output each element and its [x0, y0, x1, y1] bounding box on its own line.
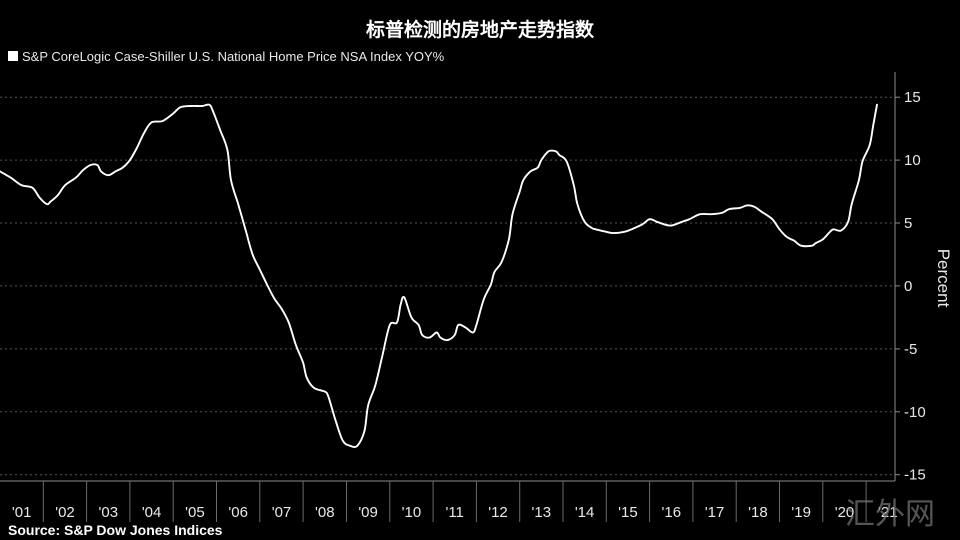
x-tick-label: '03 [99, 504, 119, 521]
legend-label: S&P CoreLogic Case-Shiller U.S. National… [22, 49, 445, 64]
x-tick-label: '09 [358, 504, 378, 521]
y-tick-label: 10 [904, 152, 921, 169]
x-tick-label: '12 [488, 504, 508, 521]
x-tick-label: '11 [445, 504, 463, 521]
x-tick-label: '19 [791, 504, 811, 521]
legend-swatch [8, 51, 18, 61]
x-tick-label: '17 [705, 504, 725, 521]
y-tick-label: 15 [904, 89, 921, 106]
y-axis-label: Percent [934, 249, 953, 308]
x-tick-label: '20 [835, 504, 855, 521]
plot-area [0, 103, 878, 449]
y-tick-label: -15 [904, 467, 926, 484]
y-tick-label: 0 [904, 278, 912, 295]
y-axis: 15 10 5 0 -5 -10 -15 [894, 72, 926, 484]
watermark: 汇外网 [845, 497, 935, 532]
gridlines [0, 96, 895, 476]
legend: S&P CoreLogic Case-Shiller U.S. National… [8, 49, 445, 64]
chart-title: 标普检测的房地产走势指数 [366, 18, 595, 41]
x-tick-label: '08 [315, 504, 335, 521]
x-axis: '01 '02 '03 '04 '05 '06 '07 '08 '09 '10 '11 '12 '13 '… [0, 480, 898, 522]
x-tick-label: '04 [142, 504, 162, 521]
x-tick-label: '16 [662, 504, 682, 521]
y-tick-label: -5 [904, 341, 917, 358]
x-tick-label: '01 [12, 504, 32, 521]
source-note: Source: S&P Dow Jones Indices [8, 522, 223, 538]
x-tick-label: '05 [185, 504, 205, 521]
x-tick-label: '15 [618, 504, 638, 521]
x-tick-label: '06 [228, 504, 248, 521]
x-tick-label: '07 [272, 504, 292, 521]
y-tick-label: 5 [904, 215, 912, 232]
x-tick-label: '10 [402, 504, 422, 521]
series-line-0 [0, 103, 878, 449]
y-tick-label: -10 [904, 404, 926, 421]
x-tick-label: '18 [748, 504, 768, 521]
x-tick-label: '14 [575, 504, 595, 521]
x-tick-label: '13 [532, 504, 552, 521]
x-tick-label: '21 [878, 504, 898, 521]
x-tick-label: '02 [55, 504, 75, 521]
